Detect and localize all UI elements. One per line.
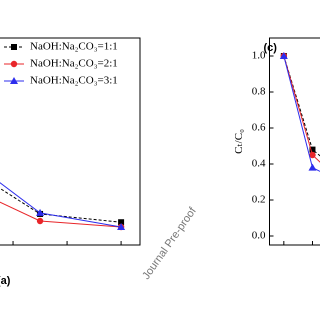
marker	[36, 208, 45, 216]
y-axis-label: Cₜ/C₀	[233, 129, 245, 154]
series-line	[0, 187, 122, 223]
y-tick-label: 0.0	[252, 230, 266, 242]
y-tick-label: 0.4	[252, 158, 266, 170]
panel-label: (a)	[0, 275, 11, 287]
plot-frame	[0, 37, 141, 246]
legend-marker	[10, 60, 18, 68]
x-tick-label: 0	[281, 251, 287, 263]
x-tick-label: 80	[8, 251, 20, 263]
legend-label: NaOH:Na₂CO₃=3:1	[30, 75, 118, 87]
series-line	[0, 201, 122, 228]
x-tick-label: 100	[59, 251, 76, 263]
series-line	[283, 55, 320, 163]
x-tick-label: 30	[307, 251, 319, 263]
legend-label: NaOH:Na₂CO₃=2:1	[30, 58, 118, 70]
marker	[279, 52, 288, 59]
x-tick-label: 120	[113, 251, 130, 263]
legend-marker	[10, 77, 18, 84]
watermark: Journal Pre-proof	[140, 205, 199, 282]
marker	[117, 222, 126, 230]
y-tick-label: 0.6	[252, 122, 266, 134]
marker	[309, 151, 316, 159]
legend-label: NaOH:Na₂CO₃=1:1	[30, 41, 118, 53]
marker	[309, 146, 316, 153]
marker	[36, 217, 44, 225]
marker	[118, 219, 125, 226]
marker	[308, 163, 317, 171]
legend-marker	[11, 44, 17, 50]
panel-label: (c)	[264, 42, 278, 54]
y-tick-label: 0.8	[252, 86, 266, 98]
plot-frame	[269, 37, 320, 246]
y-tick-label: 1.0	[252, 50, 266, 62]
y-tick-label: 0.2	[252, 194, 266, 206]
panel: 80 100 120	[0, 37, 141, 263]
panel: 0306090120	[269, 37, 320, 263]
